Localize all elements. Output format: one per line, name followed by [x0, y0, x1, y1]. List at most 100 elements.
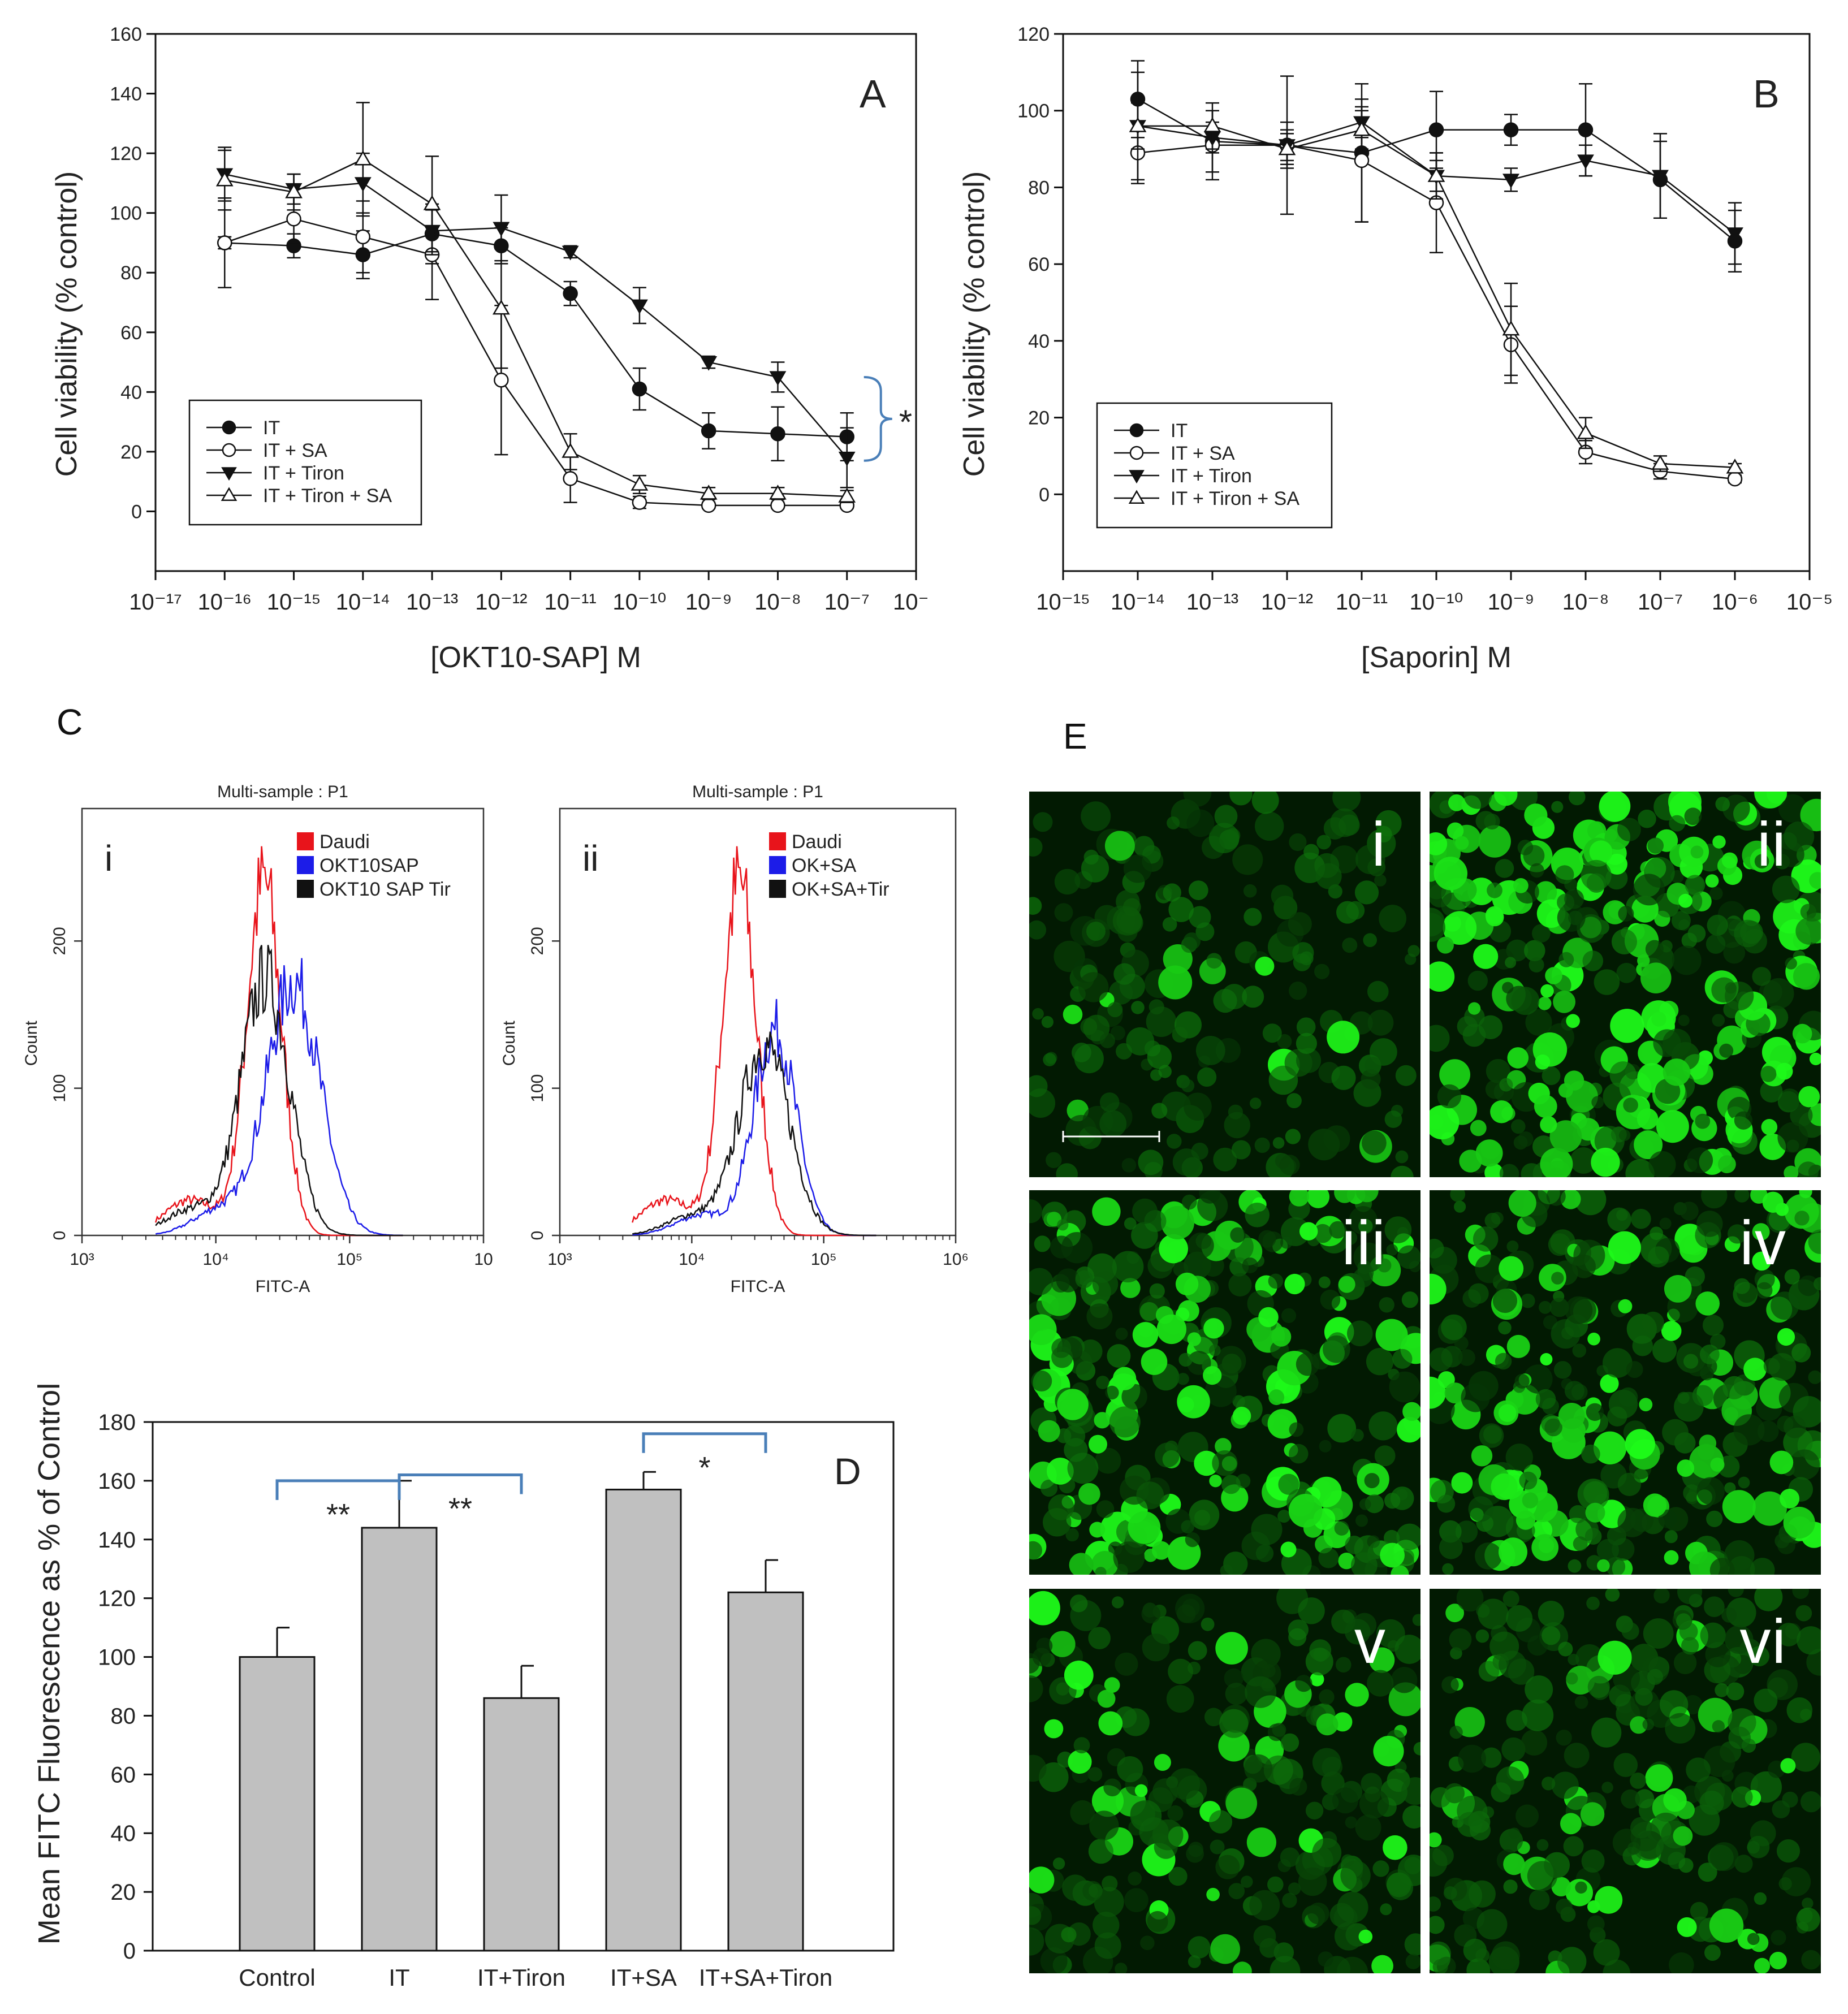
cell — [1593, 1939, 1620, 1966]
cell — [1175, 1272, 1199, 1296]
cell — [1390, 1486, 1414, 1510]
histogram-okt10sap — [155, 958, 403, 1237]
cell — [1115, 1652, 1138, 1676]
cell — [1702, 1315, 1724, 1336]
cell — [1064, 1660, 1094, 1690]
cell — [1228, 1104, 1243, 1120]
significance-bracket — [398, 1473, 523, 1494]
cell — [1647, 1669, 1663, 1685]
legend-label: IT + Tiron — [1171, 465, 1252, 487]
cell — [1635, 1789, 1655, 1809]
cell — [1709, 1558, 1735, 1575]
legend-label: IT — [1171, 420, 1188, 442]
marker-point — [1129, 446, 1144, 460]
cell — [1780, 1758, 1796, 1774]
cell — [1783, 1506, 1815, 1539]
marker-point — [1354, 153, 1370, 168]
cell — [1568, 1653, 1579, 1666]
cell — [1771, 1930, 1786, 1946]
cell — [1296, 1048, 1322, 1073]
y-tick-label: 40 — [111, 1821, 136, 1846]
y-tick-label: 200 — [528, 927, 547, 955]
cell — [1069, 1553, 1094, 1575]
cell — [1747, 1933, 1760, 1946]
cell — [1724, 1482, 1736, 1494]
cell — [1767, 1669, 1798, 1700]
x-axis-label: [Saporin] M — [1361, 641, 1512, 674]
micrograph-label: iii — [1341, 1208, 1387, 1278]
cell — [1458, 1349, 1475, 1366]
cell — [1253, 1925, 1276, 1948]
cell — [1524, 940, 1545, 962]
cell — [1506, 1240, 1519, 1252]
cell — [1245, 1203, 1270, 1228]
cell — [1289, 1190, 1309, 1207]
cell — [1163, 883, 1181, 902]
cell — [1553, 991, 1575, 1013]
cell — [1450, 1190, 1466, 1202]
cell — [1581, 1849, 1605, 1873]
cell — [1430, 913, 1445, 942]
cell — [1530, 863, 1544, 878]
cell — [1669, 815, 1686, 832]
cell — [1329, 1903, 1354, 1927]
cell — [1560, 1813, 1582, 1835]
plot-frame — [559, 807, 957, 1237]
significance-label: ** — [326, 1498, 350, 1532]
cell — [1355, 1814, 1381, 1841]
cell — [1553, 1361, 1572, 1379]
cell — [1054, 903, 1073, 922]
cell — [1575, 1644, 1604, 1672]
cell — [1430, 1347, 1453, 1372]
panel-c-i: Multi-sample : P1 i 10³ 10⁴ 10⁵ 10 FITC-A 0 100 2… — [0, 758, 498, 1300]
cell — [1538, 996, 1552, 1010]
cell — [1365, 1057, 1382, 1074]
cell — [1539, 1300, 1552, 1314]
cell — [1177, 1385, 1210, 1419]
cell — [1029, 1906, 1042, 1925]
marker-point — [700, 485, 718, 500]
y-tick-label: 100 — [528, 1074, 547, 1103]
marker-point — [769, 371, 787, 386]
cell — [1682, 1785, 1700, 1804]
cell — [1373, 1736, 1404, 1767]
cell — [1154, 1754, 1171, 1771]
legend-label: IT — [263, 417, 280, 439]
cell — [1542, 1066, 1561, 1086]
cell — [1293, 953, 1311, 971]
cell — [1642, 1311, 1664, 1334]
cell — [1161, 1091, 1191, 1121]
marker-point — [631, 299, 648, 314]
marker-point — [562, 443, 580, 458]
cell — [1558, 1641, 1573, 1657]
cell — [1430, 832, 1448, 855]
cell — [1334, 1922, 1363, 1951]
cell — [1029, 1075, 1048, 1097]
cell — [1430, 1376, 1446, 1409]
cell — [1228, 1883, 1245, 1899]
cell — [1138, 1149, 1164, 1175]
cell — [1521, 1293, 1535, 1308]
x-tick-label: 10⁻¹⁵ — [267, 590, 321, 615]
cell — [1439, 1059, 1470, 1091]
cell — [1760, 1066, 1777, 1082]
cell — [1319, 1689, 1335, 1705]
cell — [1695, 1113, 1711, 1129]
cell — [1366, 1347, 1394, 1376]
cell — [1630, 1817, 1652, 1839]
cell — [1289, 982, 1307, 1000]
marker-point — [769, 485, 787, 500]
cell — [1678, 1014, 1690, 1026]
panel-a: 10⁻¹⁷ 10⁻¹⁶ 10⁻¹⁵ 10⁻¹⁴ 10⁻¹³ 10⁻¹² 10⁻¹¹ 10⁻¹⁰… — [0, 0, 939, 695]
cell — [1558, 1083, 1573, 1098]
cell — [1617, 1472, 1641, 1496]
cell — [1351, 1552, 1378, 1575]
cell — [1566, 1672, 1578, 1685]
cell — [1271, 884, 1294, 907]
x-tick-label: 10⁶ — [943, 1250, 969, 1269]
cell — [1181, 1079, 1195, 1092]
cell — [1678, 1858, 1694, 1873]
cell — [1430, 1896, 1441, 1912]
cell — [1231, 1140, 1251, 1160]
cell — [1089, 1810, 1119, 1840]
